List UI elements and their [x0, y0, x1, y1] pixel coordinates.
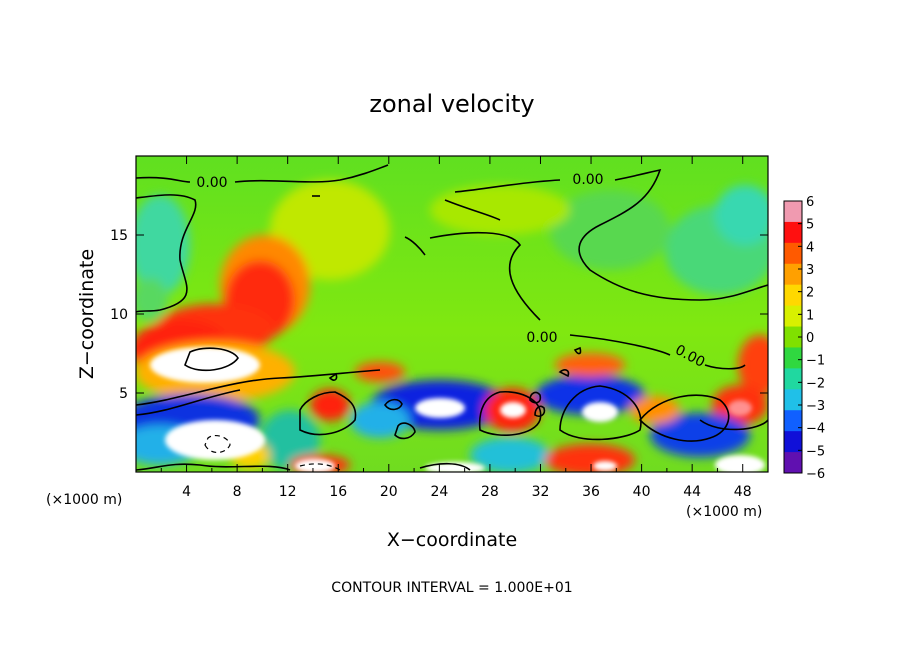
colorbar-tick-label: −4	[806, 422, 825, 437]
y-tick-label: 5	[119, 386, 128, 402]
colorbar-swatch	[784, 347, 802, 369]
colorbar-swatch	[784, 201, 802, 223]
colorbar-tick-label: −1	[806, 354, 825, 369]
colorbar-swatch	[784, 389, 802, 411]
colorbar-tick-label: 0	[806, 331, 814, 346]
colorbar-swatch	[784, 368, 802, 390]
colorbar-swatch	[784, 326, 802, 348]
colorbar-swatch	[784, 284, 802, 307]
x-tick-label: 48	[734, 484, 752, 500]
x-tick-label: 36	[582, 484, 600, 500]
x-tick-label: 8	[233, 484, 242, 500]
colorbar-tick-label: 1	[806, 308, 814, 323]
x-axis-label: X−coordinate	[387, 529, 517, 551]
y-tick-label: 15	[110, 228, 128, 244]
field-plot-area	[136, 156, 768, 472]
x-tick-label: 4	[182, 484, 191, 500]
colorbar-swatch	[784, 452, 802, 474]
x-tick-label: 24	[430, 484, 448, 500]
x-tick-label: 28	[481, 484, 499, 500]
x-tick-label: 12	[279, 484, 297, 500]
colorbar-swatch	[784, 431, 802, 453]
colorbar-swatch	[784, 242, 802, 265]
x-tick-label: 16	[329, 484, 347, 500]
colorbar-tick-label: −6	[806, 467, 825, 482]
y-tick-label: 10	[110, 307, 128, 323]
contour-interval-note: CONTOUR INTERVAL = 1.000E+01	[331, 580, 572, 596]
chart-title: zonal velocity	[369, 90, 534, 118]
colorbar-tick-label: −5	[806, 444, 825, 459]
field-cores	[150, 347, 765, 472]
colorbar-tick-label: −3	[806, 399, 825, 414]
colorbar: 6 5 4 3 2 1 0 −1 −2 −3 −4 −5 −6	[783, 195, 825, 482]
x-unit-left: (×1000 m)	[46, 492, 122, 508]
colorbar-swatch	[784, 221, 802, 244]
colorbar-tick-label: 4	[806, 240, 814, 255]
contour-lines	[136, 164, 768, 471]
x-tick-label: 40	[633, 484, 651, 500]
contour-label: 0.00	[196, 175, 227, 191]
x-tick-label: 32	[532, 484, 550, 500]
colorbar-swatch	[784, 410, 802, 432]
colorbar-tick-label: 3	[806, 263, 814, 278]
colorbar-tick-label: 6	[806, 195, 814, 210]
y-axis-label: Z−coordinate	[76, 249, 98, 379]
colorbar-swatch	[784, 305, 802, 328]
contour-label: 0.00	[526, 330, 557, 346]
x-tick-label: 20	[380, 484, 398, 500]
contour-label: 0.00	[572, 172, 603, 188]
colorbar-tick-label: −2	[806, 376, 825, 391]
y-axis-ticks: 5 10 15	[110, 228, 768, 402]
x-tick-label: 44	[683, 484, 701, 500]
colorbar-swatch	[784, 263, 802, 286]
colorbar-tick-label: 5	[806, 218, 814, 233]
colorbar-tick-label: 2	[806, 286, 814, 301]
x-axis-ticks: 4 8 12 16 20 24 28 32 36 40 44 48	[160, 156, 752, 500]
x-unit-right: (×1000 m)	[686, 504, 762, 520]
